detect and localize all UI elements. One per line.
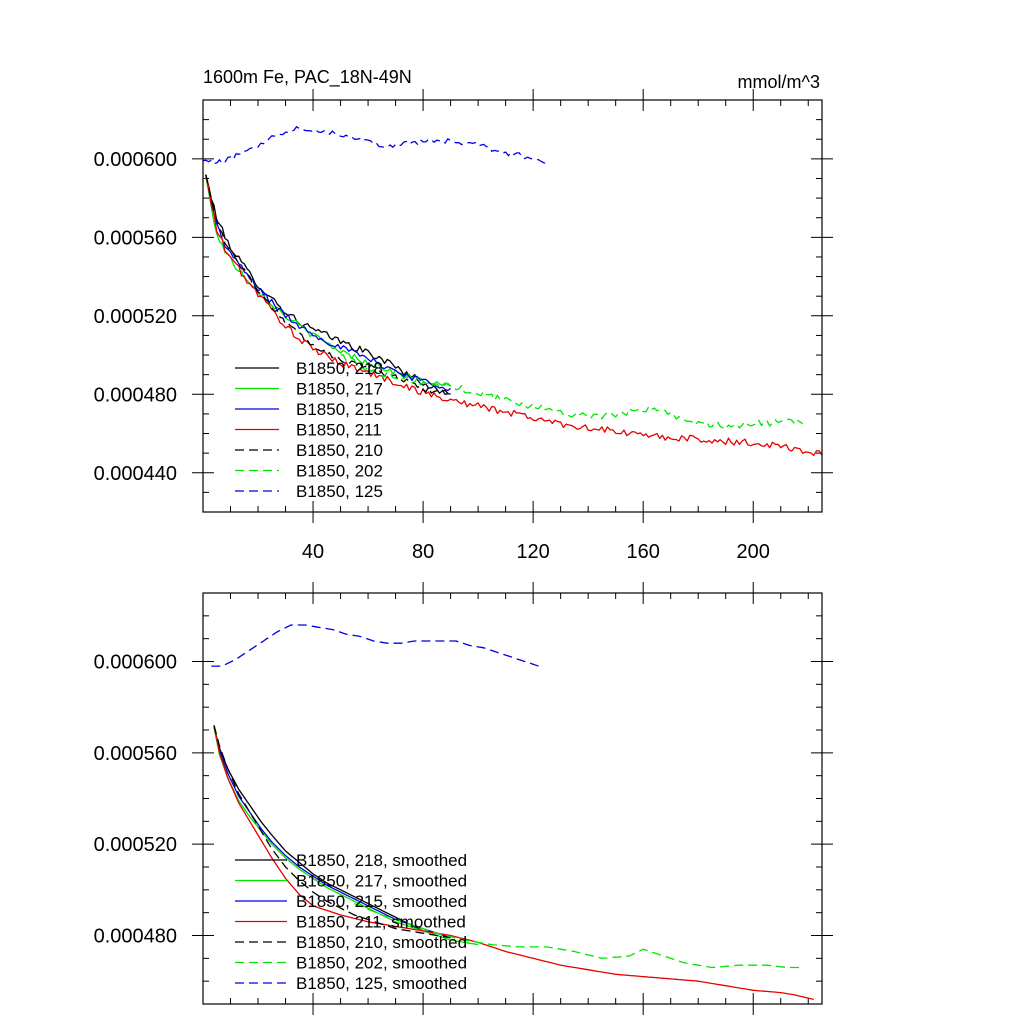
x-tick-label: 120: [516, 541, 549, 563]
legend-label: B1850, 218, smoothed: [296, 851, 467, 870]
legend-label: B1850, 217: [296, 380, 383, 399]
legend-label: B1850, 125, smoothed: [296, 974, 467, 993]
legend-label: B1850, 218: [296, 359, 383, 378]
units-label: mmol/m^3: [738, 72, 820, 92]
legend-label: B1850, 210: [296, 441, 383, 460]
x-tick-label: 40: [302, 541, 324, 563]
y-tick-label: 0.000560: [94, 227, 177, 249]
x-tick-label: 200: [737, 541, 770, 563]
legend-label: B1850, 217, smoothed: [296, 872, 467, 891]
y-tick-label: 0.000440: [94, 463, 177, 485]
series-line: [211, 624, 539, 667]
legend-label: B1850, 125: [296, 482, 383, 501]
legend-label: B1850, 215: [296, 400, 383, 419]
chart-title: 1600m Fe, PAC_18N-49N: [203, 67, 412, 88]
series-line: [205, 174, 451, 392]
top-panel: 1600m Fe, PAC_18N-49N mmol/m^3 40 80 120 16…: [94, 67, 833, 563]
y-tick-label: 0.000600: [94, 652, 177, 674]
series-line: [213, 725, 814, 1001]
series-line: [205, 176, 451, 387]
plot-frame: [202, 592, 823, 1005]
x-tick-label: 160: [626, 541, 659, 563]
series-line: [340, 354, 804, 430]
legend-label: B1850, 211: [296, 421, 382, 440]
legend-label: B1850, 202: [296, 462, 383, 481]
legend-label: B1850, 215, smoothed: [296, 892, 467, 911]
legend-label: B1850, 210, smoothed: [296, 933, 467, 952]
series-line: [354, 902, 803, 969]
y-tick-label: 0.000600: [94, 149, 177, 171]
legend-label: B1850, 202, smoothed: [296, 954, 467, 973]
y-tick-label: 0.000520: [94, 306, 177, 328]
series-line: [205, 174, 451, 396]
y-tick-label: 0.000480: [94, 926, 177, 948]
y-tick-label: 0.000480: [94, 384, 177, 406]
y-tick-label: 0.000560: [94, 743, 177, 765]
series-group: [203, 126, 822, 456]
series-group: [211, 624, 814, 1001]
y-tick-label: 0.000520: [94, 834, 177, 856]
series-line: [213, 725, 451, 939]
series-line: [203, 126, 550, 166]
legend-label: B1850, 211, smoothed: [296, 913, 466, 932]
bottom-panel: 0.000480 0.000520 0.000560 0.000600 B1850, 2…: [94, 582, 833, 1015]
plot-frame: [202, 99, 823, 513]
x-tick-label: 80: [412, 541, 434, 563]
